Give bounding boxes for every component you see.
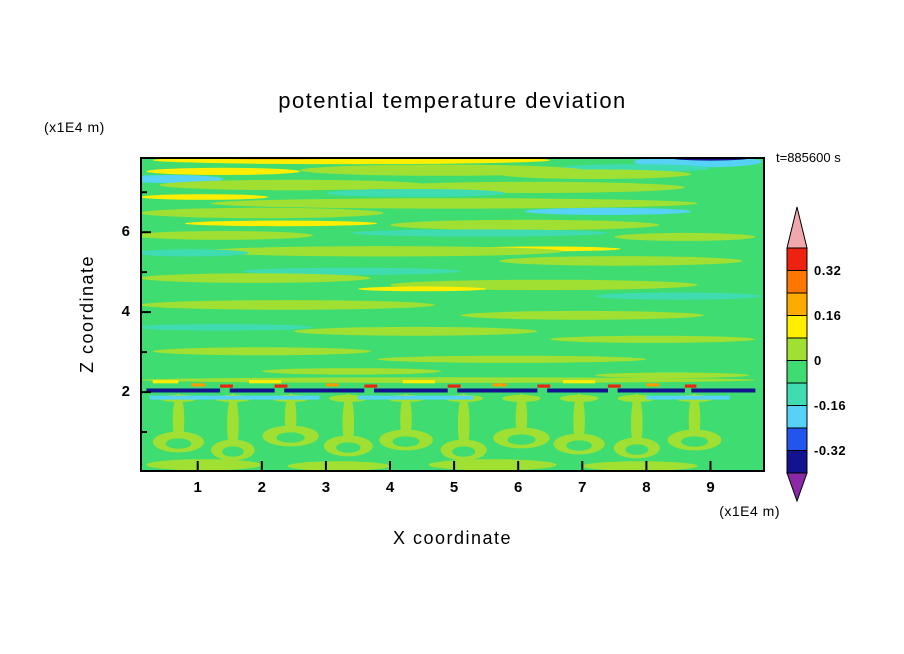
x-tick-label: 4 [385,479,395,496]
y-axis-label: Z coordinate [77,254,97,374]
colorbar-band [786,247,808,271]
colorbar-label: 0.16 [814,307,842,323]
colorbar-band [786,292,808,316]
colorbar-band [786,405,808,429]
y-axis-units: (x1E4 m) [44,119,105,135]
z-tick-label: 2 [121,383,130,401]
x-tick-label: 8 [642,479,651,496]
x-tick-label: 1 [193,479,202,496]
colorbar-band [786,427,808,451]
time-label: t=885600 s [776,150,841,165]
convective-plumes [146,393,722,471]
inversion-line [146,388,756,393]
cool-streaks [149,395,730,400]
colorbar-band [786,270,808,294]
colorbar-band [786,337,808,361]
x-tick-label: 7 [578,479,587,496]
colorbar [784,205,810,505]
colorbar-band [786,382,808,406]
z-tick-label: 6 [121,223,130,241]
colorbar-arrow-bottom [786,472,808,503]
field-streaks [120,154,762,383]
x-tick-label: 3 [321,479,331,496]
colorbar-band [786,360,808,384]
chart-title: potential temperature deviation [278,88,627,113]
x-tick-label: 5 [449,479,459,496]
colorbar-label: -0.16 [814,397,847,413]
x-axis-units: (x1E4 m) [719,503,780,519]
x-axis-label: X coordinate [392,528,513,548]
colorbar-label: 0 [814,352,822,368]
colorbar-band [786,315,808,339]
plot-area [120,154,765,472]
colorbar-arrow-top [786,206,808,249]
x-tick-label: 9 [706,479,715,496]
warm-flecks [152,380,697,388]
colorbar-svg [786,206,808,503]
x-tick-label: 2 [257,479,266,496]
field-plot-svg [120,154,765,472]
colorbar-label: 0.32 [814,262,842,278]
axis-ticks [142,191,712,470]
plot-frame [140,157,765,472]
colorbar-label: -0.32 [814,442,847,458]
colorbar-band [786,450,808,474]
z-tick-label: 4 [121,303,130,321]
x-tick-label: 6 [514,479,523,496]
